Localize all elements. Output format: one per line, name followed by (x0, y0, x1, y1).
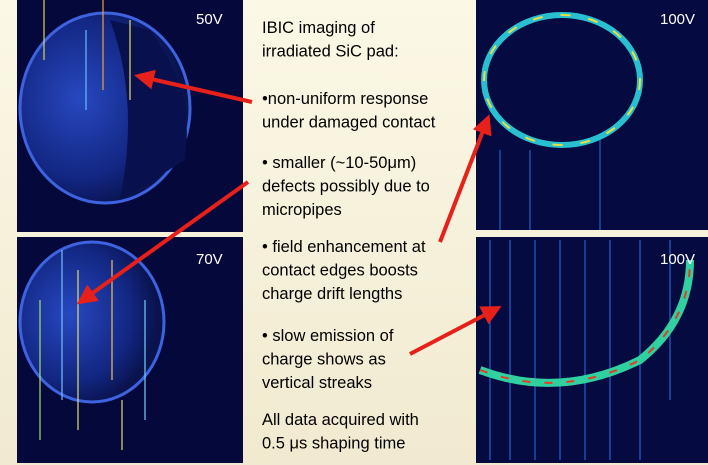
text-column: IBIC imaging of irradiated SiC pad: •non-u… (262, 19, 436, 453)
voltage-label: 100V (660, 251, 695, 268)
image-panel: 50V (17, 0, 243, 232)
bullet-line: • slow emission of (262, 327, 394, 345)
bullet-line: under damaged contact (262, 114, 436, 132)
voltage-label: 100V (660, 11, 695, 28)
bullet-line: charge shows as (262, 351, 386, 369)
bullet-line: micropipes (262, 201, 342, 219)
bullet-line: contact edges boosts (262, 262, 418, 280)
footer-line: 0.5 μs shaping time (262, 435, 405, 453)
voltage-label: 50V (196, 11, 223, 28)
title-line: IBIC imaging of (262, 19, 375, 37)
arrows (76, 69, 502, 356)
bullet-line: •non-uniform response (262, 90, 428, 108)
title-line: irradiated SiC pad: (262, 43, 399, 61)
image-panel: 100V (476, 237, 708, 463)
footer-line: All data acquired with (262, 411, 419, 429)
voltage-label: 70V (196, 251, 223, 268)
image-panel: 100V (476, 0, 708, 230)
bullet-line: defects possibly due to (262, 178, 430, 196)
bullet-line: vertical streaks (262, 374, 372, 392)
bullet-line: • field enhancement at (262, 238, 426, 256)
bullet-line: • smaller (~10-50μm) (262, 154, 416, 172)
bullet-line: charge drift lengths (262, 285, 402, 303)
image-panel: 70V (17, 237, 243, 463)
